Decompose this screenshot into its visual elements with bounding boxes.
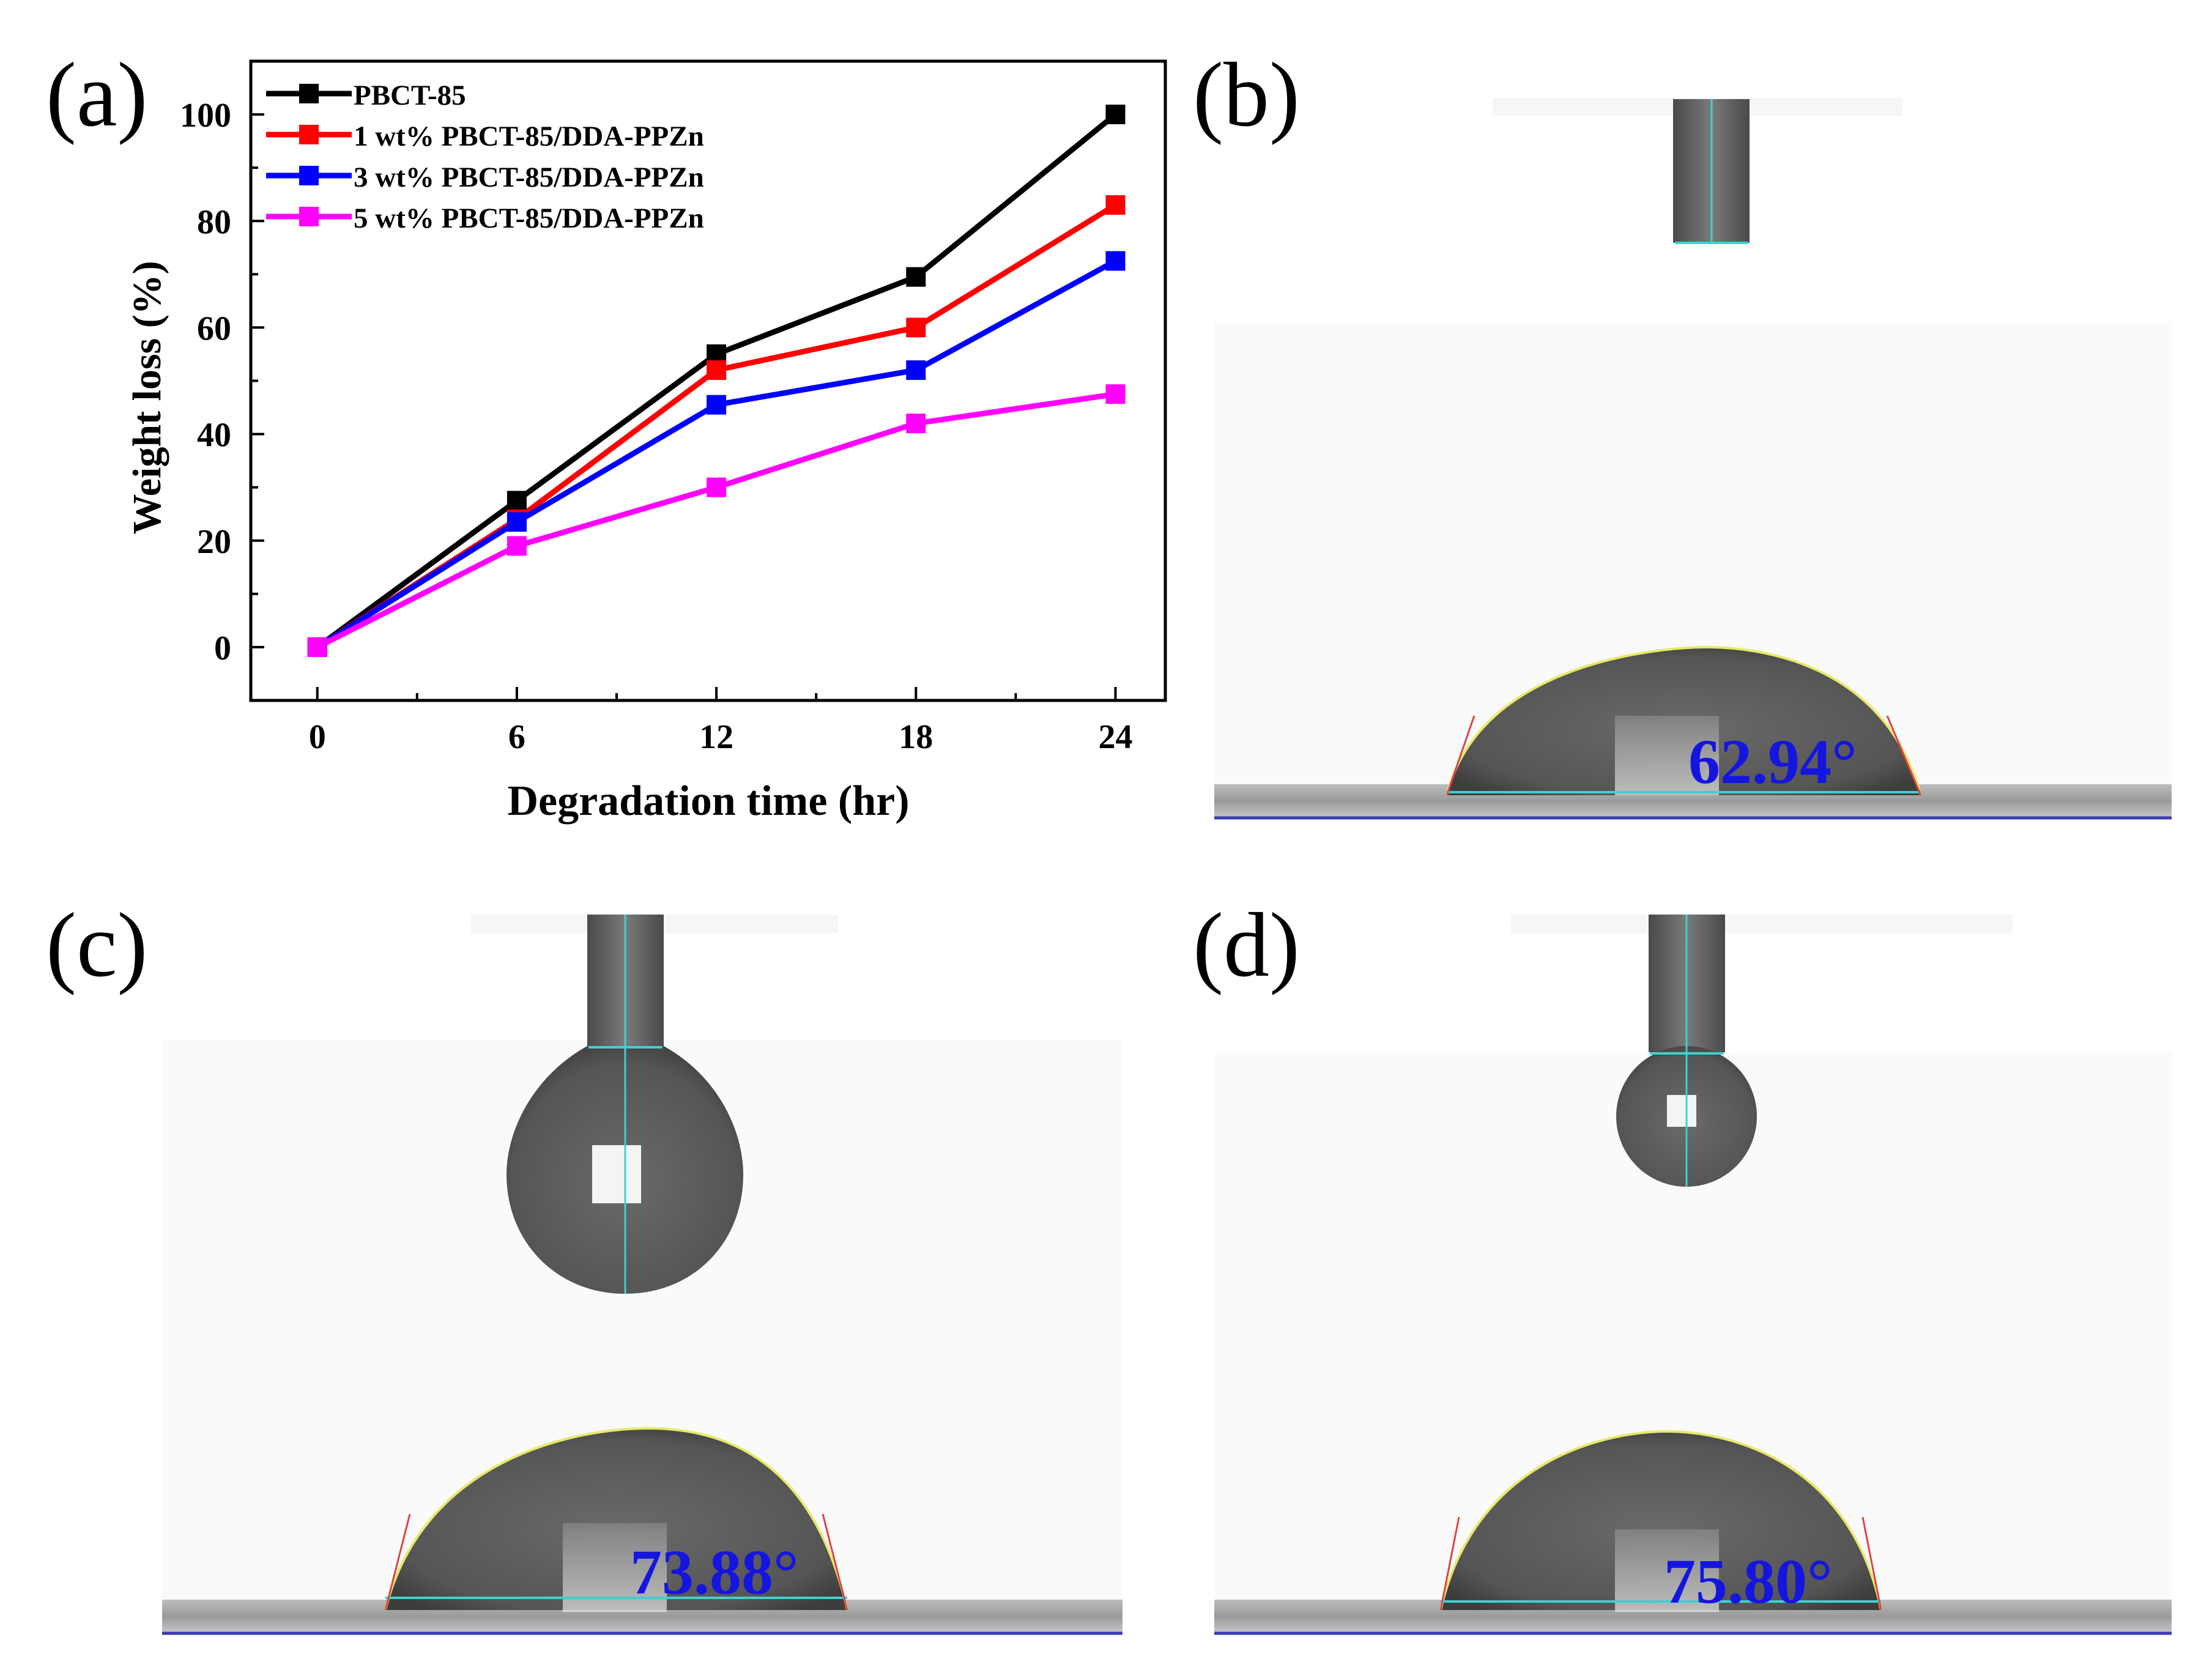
droplet-image-d: 75.80°: [1214, 915, 2172, 1635]
data-point: [707, 477, 727, 497]
legend-label: PBCT-85: [354, 80, 466, 111]
legend-marker: [299, 125, 319, 144]
legend-label: 1 wt% PBCT-85/DDA-PPZn: [354, 121, 704, 152]
legend-marker: [299, 166, 319, 185]
y-tick-label: 100: [180, 97, 231, 135]
panel-label-d: (d): [1193, 894, 1300, 996]
legend-marker: [299, 84, 319, 103]
panel-label-a: (a): [46, 44, 147, 146]
legend-label: 3 wt% PBCT-85/DDA-PPZn: [354, 161, 704, 193]
x-tick-label: 6: [508, 718, 525, 756]
data-point: [1105, 105, 1126, 125]
y-tick-label: 0: [214, 629, 231, 667]
droplet-image-b: 62.94°: [1214, 98, 2172, 820]
x-tick-label: 18: [899, 718, 933, 756]
panel-label-b: (b): [1193, 44, 1300, 146]
data-point: [707, 360, 727, 380]
contact-angle-c: 73.88°: [630, 1537, 799, 1608]
y-axis-label: Weight loss (%): [125, 261, 169, 534]
sessile-drop: [385, 1428, 847, 1610]
data-point: [307, 637, 327, 657]
series-group: [307, 105, 1126, 657]
legend-label: 5 wt% PBCT-85/DDA-PPZn: [354, 202, 704, 234]
contact-angle-b: 62.94°: [1688, 727, 1857, 797]
y-tick-label: 60: [197, 310, 231, 347]
y-tick-label: 40: [197, 417, 231, 455]
data-point: [906, 267, 926, 287]
sessile-drop: [1441, 1431, 1881, 1610]
data-point: [507, 491, 527, 511]
data-point: [507, 536, 527, 556]
data-point: [906, 360, 926, 380]
data-point: [906, 317, 926, 338]
x-tick-label: 12: [699, 718, 733, 756]
data-point: [1105, 251, 1126, 271]
legend-marker: [299, 207, 319, 226]
series-line-1: [316, 202, 1117, 650]
data-point: [707, 395, 727, 415]
data-point: [906, 414, 926, 434]
y-axis: 0 20 40 60 80 100: [180, 97, 264, 667]
data-point: [1105, 195, 1126, 215]
x-axis: 0 6 12 18 24: [309, 687, 1132, 756]
y-tick-label: 20: [197, 523, 231, 561]
series-line-3: [316, 391, 1116, 650]
weight-loss-chart: 0 20 40 60 80 100 0 6 12 18 24 PBCT-85 1 wt% PBCT-…: [125, 59, 1167, 825]
x-tick-label: 24: [1098, 718, 1132, 756]
x-axis-label: Degradation time (hr): [507, 778, 909, 825]
data-point: [1105, 384, 1126, 404]
legend: PBCT-85 1 wt% PBCT-85/DDA-PPZn 3 wt% PBCT-…: [266, 80, 704, 234]
panel-label-c: (c): [46, 894, 147, 996]
x-tick-label: 0: [309, 718, 326, 756]
data-point: [507, 512, 527, 532]
contact-angle-d: 75.80°: [1664, 1546, 1833, 1617]
y-tick-label: 80: [197, 203, 231, 241]
droplet-image-c: 73.88°: [162, 915, 1123, 1635]
